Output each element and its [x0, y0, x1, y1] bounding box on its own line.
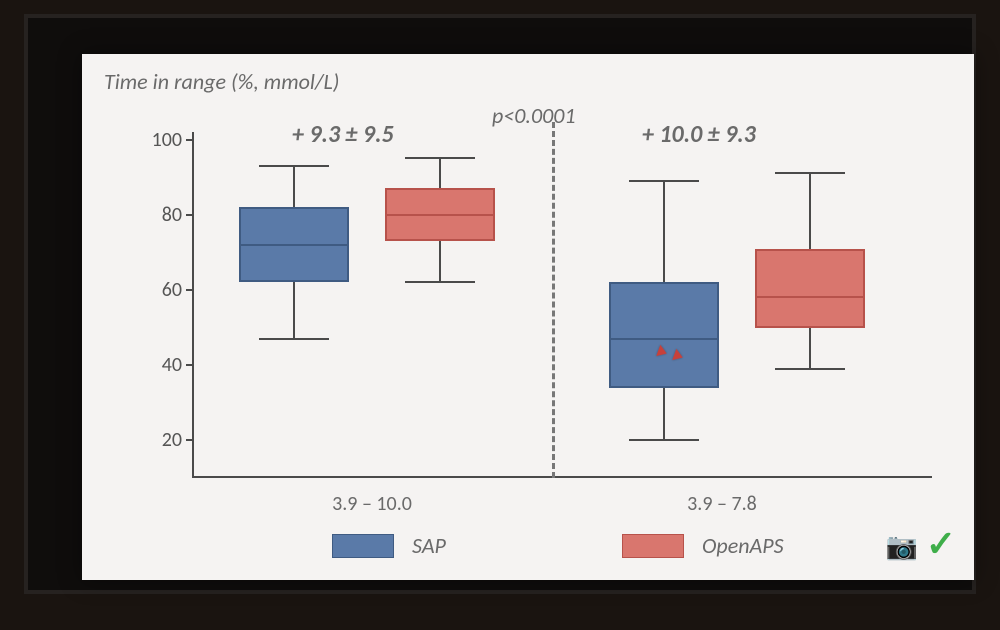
- whisker-cap: [405, 157, 475, 159]
- x-category-1: 3.9 – 7.8: [622, 492, 822, 516]
- whisker-cap: [259, 165, 329, 167]
- camera-icon: 📷: [886, 530, 918, 562]
- box: [755, 249, 865, 328]
- legend-label-openaps: OpenAPS: [702, 532, 784, 559]
- whisker-cap: [629, 180, 699, 182]
- y-tick-label: 60: [136, 278, 182, 302]
- projector-frame: Time in range (%, mmol/L) p<0.0001 + 9.3…: [24, 14, 976, 594]
- legend-swatch-sap: [332, 534, 394, 558]
- box: [609, 282, 719, 387]
- whisker-cap: [259, 338, 329, 340]
- median-line: [609, 338, 719, 340]
- x-axis: [192, 476, 932, 478]
- x-category-0: 3.9 – 10.0: [272, 492, 472, 516]
- group-divider: [552, 122, 555, 478]
- legend-label-sap: SAP: [412, 532, 446, 559]
- legend-openaps: OpenAPS: [622, 532, 784, 559]
- chart-title: Time in range (%, mmol/L): [104, 68, 339, 95]
- p-value: p<0.0001: [492, 102, 576, 129]
- slide: Time in range (%, mmol/L) p<0.0001 + 9.3…: [82, 54, 974, 580]
- whisker-cap: [775, 172, 845, 174]
- whisker-cap: [775, 368, 845, 370]
- whisker-cap: [405, 281, 475, 283]
- median-line: [755, 296, 865, 298]
- y-tick-label: 100: [136, 128, 182, 152]
- legend-swatch-openaps: [622, 534, 684, 558]
- boxplot: 20406080100: [192, 132, 932, 478]
- y-tick-label: 80: [136, 203, 182, 227]
- median-line: [239, 244, 349, 246]
- legend-sap: SAP: [332, 532, 446, 559]
- whisker-cap: [629, 439, 699, 441]
- y-axis: [192, 132, 194, 478]
- checkmark-icon: ✓: [926, 522, 956, 566]
- median-line: [385, 214, 495, 216]
- y-tick-label: 40: [136, 353, 182, 377]
- y-tick-label: 20: [136, 428, 182, 452]
